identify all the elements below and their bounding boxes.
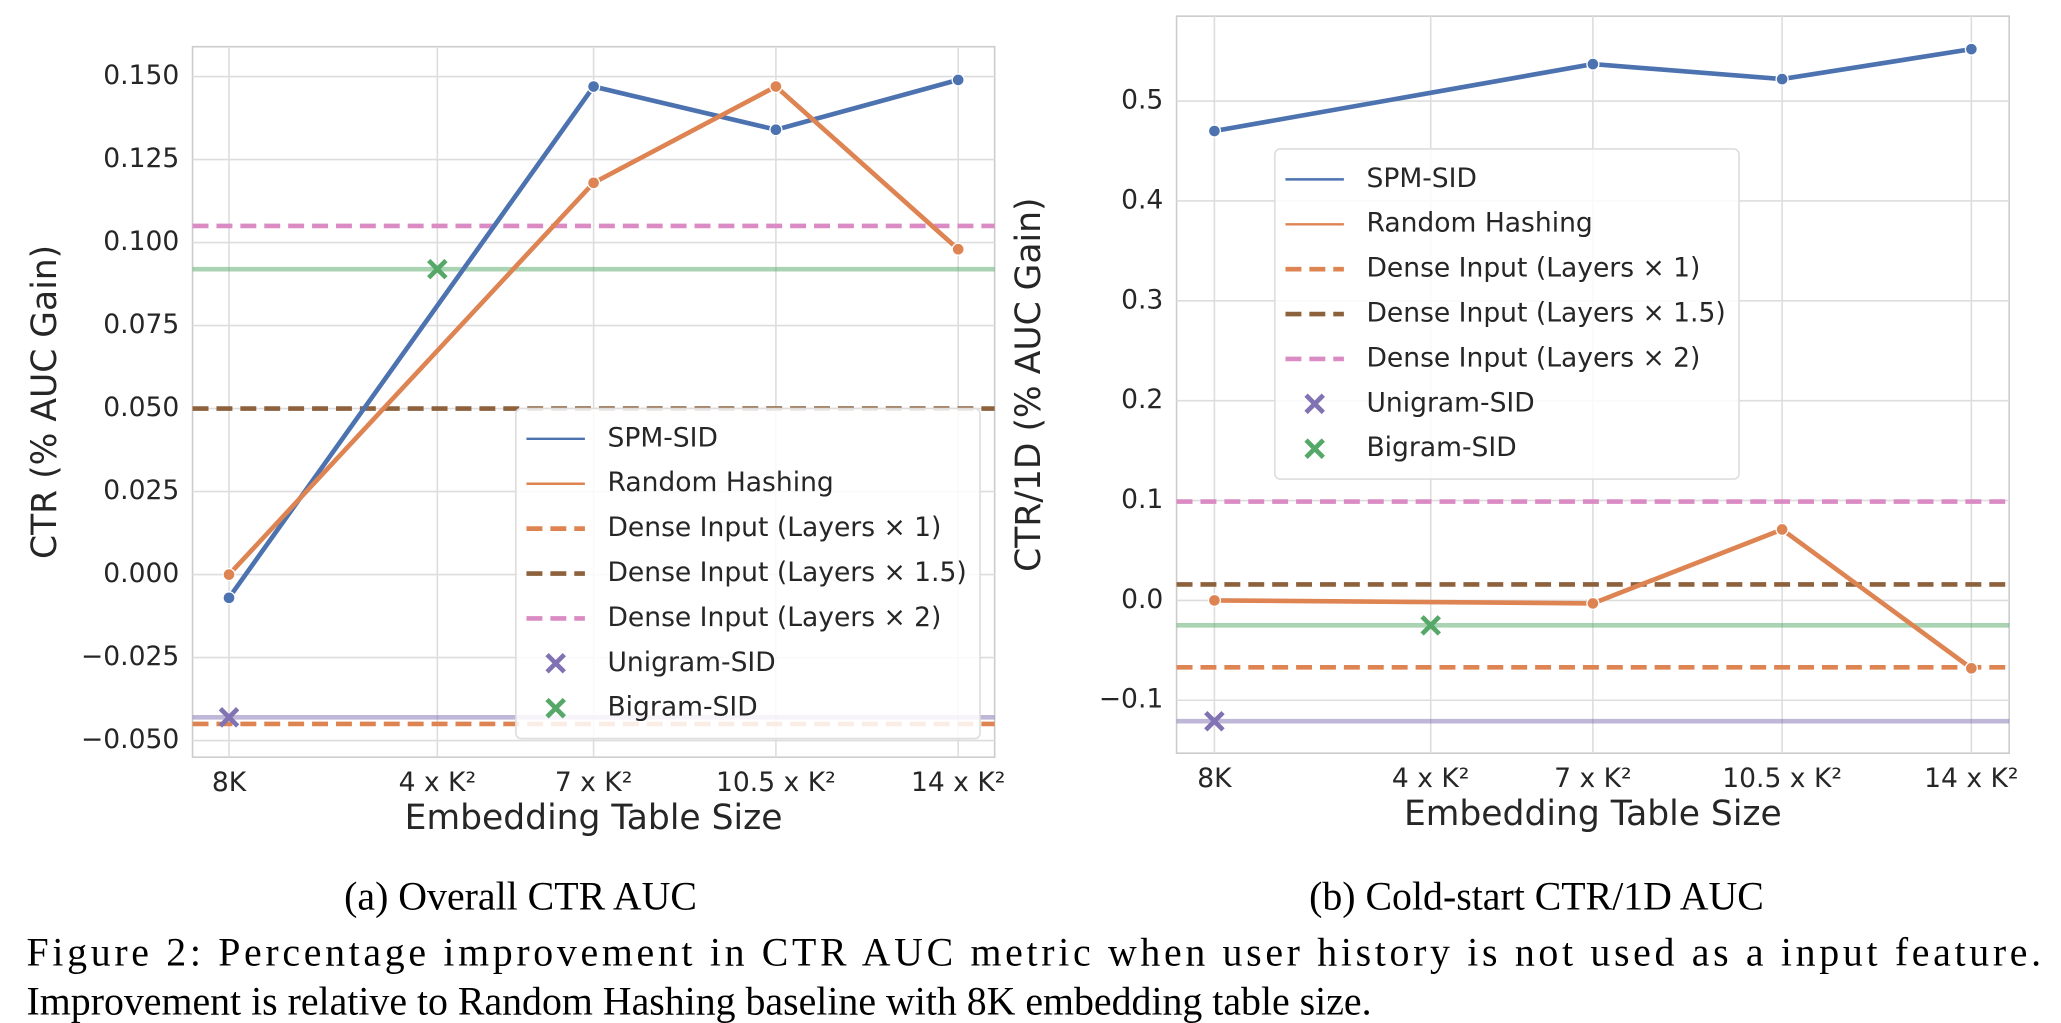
legend-label: SPM-SID bbox=[607, 422, 717, 453]
series-point bbox=[1775, 522, 1789, 537]
plot: −0.1 0.0 0.1 0.2 0.3 0.4 0.5 8K 4 x K² 7 x K² 10.5… bbox=[1009, 15, 2019, 919]
x-tick-label: 14 x K² bbox=[1924, 763, 2018, 794]
y-tick-label: 0.2 bbox=[1121, 384, 1163, 415]
x-tick-label: 14 x K² bbox=[911, 767, 1005, 798]
legend-label: Dense Input (Layers × 2) bbox=[1366, 342, 1700, 373]
figure-caption: Figure 2: Percentage improvement in CTR … bbox=[27, 931, 2042, 975]
scatter-point bbox=[218, 707, 240, 728]
legend-label: Unigram-SID bbox=[1366, 387, 1534, 418]
y-tick-label: 0.125 bbox=[103, 143, 179, 174]
legend-swatch bbox=[545, 697, 566, 719]
y-tick-label: 0.0 bbox=[1121, 584, 1163, 615]
x-tick-label: 4 x K² bbox=[1392, 763, 1470, 794]
y-tick-label: 0.5 bbox=[1121, 85, 1163, 116]
y-axis-label: CTR (% AUC Gain) bbox=[25, 245, 65, 559]
legend-label: Dense Input (Layers × 1) bbox=[607, 512, 941, 543]
legend: SPM-SID Random Hashing Dense Input (Layers… bbox=[515, 407, 981, 740]
y-tick-label: 0.100 bbox=[103, 226, 179, 257]
series-point bbox=[769, 79, 783, 94]
legend-label: SPM-SID bbox=[1366, 163, 1476, 194]
x-tick-label: 7 x K² bbox=[555, 767, 633, 798]
plot: −0.050 −0.025 0.000 0.025 0.050 0.075 0.100 0.1… bbox=[25, 45, 1005, 919]
legend-box bbox=[515, 407, 981, 740]
y-tick-label: 0.150 bbox=[103, 60, 179, 91]
x-tick-label: 10.5 x K² bbox=[716, 767, 836, 798]
x-tick-label: 8K bbox=[1197, 763, 1232, 794]
y-tick-label: 0.025 bbox=[103, 475, 179, 506]
series-line bbox=[1214, 46, 1972, 134]
legend-label: Unigram-SID bbox=[607, 647, 775, 678]
series-point bbox=[1964, 42, 1979, 56]
legend-swatch bbox=[545, 653, 566, 674]
legend-label: Bigram-SID bbox=[1366, 432, 1516, 463]
y-tick-label: −0.050 bbox=[81, 724, 179, 755]
y-tick-label: 0.000 bbox=[103, 558, 179, 589]
series-line bbox=[227, 83, 960, 577]
legend-box bbox=[1274, 148, 1740, 480]
y-axis-label: CTR/1D (% AUC Gain) bbox=[1009, 198, 1049, 572]
legend-label: Random Hashing bbox=[607, 467, 833, 498]
series-point bbox=[1207, 124, 1222, 138]
series-point bbox=[222, 591, 236, 605]
scatter-point bbox=[1204, 710, 1225, 732]
x-tick-label: 8K bbox=[212, 767, 247, 798]
y-tick-label: 0.3 bbox=[1121, 284, 1163, 315]
x-axis-label: Embedding Table Size bbox=[405, 798, 783, 838]
panel-caption: (a) Overall CTR AUC bbox=[344, 875, 697, 919]
y-tick-label: 0.1 bbox=[1121, 484, 1163, 515]
legend-label: Dense Input (Layers × 1.5) bbox=[607, 557, 966, 588]
series-point bbox=[1964, 661, 1979, 675]
series-point bbox=[586, 79, 601, 94]
legend-swatch bbox=[1304, 438, 1325, 459]
series-point bbox=[951, 73, 965, 87]
series-point bbox=[1586, 596, 1600, 611]
series-point bbox=[586, 176, 601, 190]
x-tick-label: 7 x K² bbox=[1554, 763, 1632, 794]
x-tick-label: 4 x K² bbox=[399, 767, 477, 798]
series-point bbox=[1586, 57, 1600, 71]
series-line bbox=[227, 77, 959, 600]
legend-label: Random Hashing bbox=[1366, 208, 1592, 239]
legend-label: Dense Input (Layers × 1.5) bbox=[1366, 298, 1725, 329]
legend-swatch bbox=[1304, 393, 1325, 415]
legend-label: Dense Input (Layers × 2) bbox=[607, 602, 941, 633]
series-point bbox=[769, 123, 783, 137]
y-tick-label: −0.1 bbox=[1099, 684, 1163, 715]
figure-caption: Improvement is relative to Random Hashin… bbox=[27, 980, 1372, 1023]
series-point bbox=[951, 242, 965, 256]
y-tick-label: 0.075 bbox=[103, 309, 179, 340]
scatter-point bbox=[427, 258, 448, 280]
series-line bbox=[1214, 526, 1973, 671]
x-tick-label: 10.5 x K² bbox=[1722, 763, 1842, 794]
legend-label: Bigram-SID bbox=[607, 692, 757, 723]
legend-label: Dense Input (Layers × 1) bbox=[1366, 253, 1700, 284]
series-point bbox=[1775, 72, 1789, 86]
scatter-point bbox=[1420, 615, 1441, 636]
legend: SPM-SID Random Hashing Dense Input (Layers… bbox=[1274, 148, 1740, 480]
series-point bbox=[1207, 593, 1222, 608]
x-axis-label: Embedding Table Size bbox=[1404, 794, 1782, 834]
y-tick-label: 0.4 bbox=[1121, 184, 1163, 215]
panel-caption: (b) Cold-start CTR/1D AUC bbox=[1309, 875, 1764, 919]
y-tick-label: 0.050 bbox=[103, 392, 179, 423]
y-tick-label: −0.025 bbox=[81, 641, 179, 672]
series-point bbox=[222, 567, 236, 582]
